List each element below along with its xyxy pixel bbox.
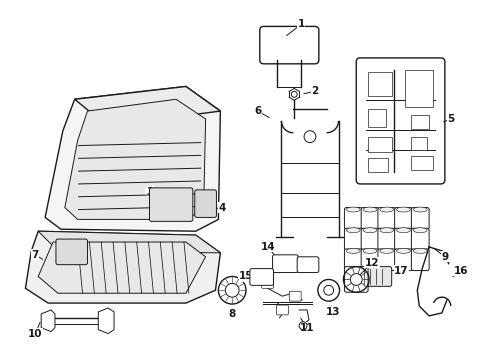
Ellipse shape bbox=[346, 228, 360, 233]
Text: 5: 5 bbox=[446, 114, 453, 124]
Text: 10: 10 bbox=[28, 329, 42, 339]
Bar bbox=[410, 156, 432, 170]
FancyBboxPatch shape bbox=[344, 249, 362, 271]
FancyBboxPatch shape bbox=[377, 249, 395, 271]
FancyBboxPatch shape bbox=[344, 208, 362, 229]
Ellipse shape bbox=[412, 248, 426, 253]
Ellipse shape bbox=[396, 228, 409, 233]
Ellipse shape bbox=[396, 207, 409, 212]
Ellipse shape bbox=[363, 248, 376, 253]
Text: 4: 4 bbox=[218, 203, 225, 212]
Polygon shape bbox=[45, 86, 220, 231]
FancyBboxPatch shape bbox=[377, 208, 395, 229]
FancyBboxPatch shape bbox=[272, 255, 298, 273]
Text: 13: 13 bbox=[325, 307, 339, 317]
Polygon shape bbox=[98, 308, 114, 334]
FancyBboxPatch shape bbox=[356, 58, 444, 184]
Ellipse shape bbox=[363, 207, 376, 212]
FancyBboxPatch shape bbox=[289, 291, 301, 301]
Ellipse shape bbox=[346, 207, 360, 212]
Bar bbox=[367, 158, 387, 172]
Bar bbox=[410, 115, 428, 129]
Text: 2: 2 bbox=[311, 86, 318, 96]
Text: 11: 11 bbox=[299, 323, 314, 333]
FancyBboxPatch shape bbox=[194, 190, 216, 217]
FancyBboxPatch shape bbox=[394, 249, 411, 271]
FancyBboxPatch shape bbox=[361, 208, 378, 229]
Polygon shape bbox=[25, 231, 220, 303]
Text: 1: 1 bbox=[297, 19, 304, 30]
FancyBboxPatch shape bbox=[276, 305, 288, 315]
Ellipse shape bbox=[396, 248, 409, 253]
Bar bbox=[367, 137, 391, 152]
FancyBboxPatch shape bbox=[410, 208, 428, 229]
FancyBboxPatch shape bbox=[297, 257, 318, 273]
FancyBboxPatch shape bbox=[361, 249, 378, 271]
FancyBboxPatch shape bbox=[410, 228, 428, 250]
FancyBboxPatch shape bbox=[259, 26, 318, 64]
Polygon shape bbox=[65, 99, 205, 219]
Text: 8: 8 bbox=[228, 309, 235, 319]
FancyBboxPatch shape bbox=[249, 269, 273, 285]
FancyBboxPatch shape bbox=[377, 228, 395, 250]
Ellipse shape bbox=[363, 228, 376, 233]
Polygon shape bbox=[41, 310, 55, 332]
FancyBboxPatch shape bbox=[149, 188, 192, 221]
FancyBboxPatch shape bbox=[410, 249, 428, 271]
Text: 7: 7 bbox=[32, 250, 39, 260]
FancyBboxPatch shape bbox=[356, 267, 391, 286]
Bar bbox=[367, 72, 391, 96]
Ellipse shape bbox=[346, 248, 360, 253]
Ellipse shape bbox=[379, 248, 393, 253]
FancyBboxPatch shape bbox=[344, 267, 367, 292]
FancyBboxPatch shape bbox=[56, 239, 87, 265]
Ellipse shape bbox=[412, 207, 426, 212]
Text: 9: 9 bbox=[440, 252, 447, 262]
Ellipse shape bbox=[379, 207, 393, 212]
Text: 6: 6 bbox=[254, 106, 261, 116]
Text: 16: 16 bbox=[452, 266, 467, 276]
FancyBboxPatch shape bbox=[394, 208, 411, 229]
Polygon shape bbox=[38, 242, 205, 293]
FancyBboxPatch shape bbox=[344, 228, 362, 250]
Text: 15: 15 bbox=[238, 271, 253, 282]
Polygon shape bbox=[38, 231, 220, 253]
Text: 12: 12 bbox=[364, 258, 379, 268]
Ellipse shape bbox=[412, 228, 426, 233]
Bar bbox=[410, 137, 426, 150]
Text: 17: 17 bbox=[393, 266, 408, 276]
Bar bbox=[367, 109, 385, 127]
Bar bbox=[405, 70, 432, 107]
Ellipse shape bbox=[379, 228, 393, 233]
Text: 14: 14 bbox=[260, 242, 274, 252]
FancyBboxPatch shape bbox=[361, 228, 378, 250]
Text: 3: 3 bbox=[145, 187, 153, 197]
FancyBboxPatch shape bbox=[394, 228, 411, 250]
FancyBboxPatch shape bbox=[261, 278, 273, 288]
Polygon shape bbox=[75, 86, 220, 126]
